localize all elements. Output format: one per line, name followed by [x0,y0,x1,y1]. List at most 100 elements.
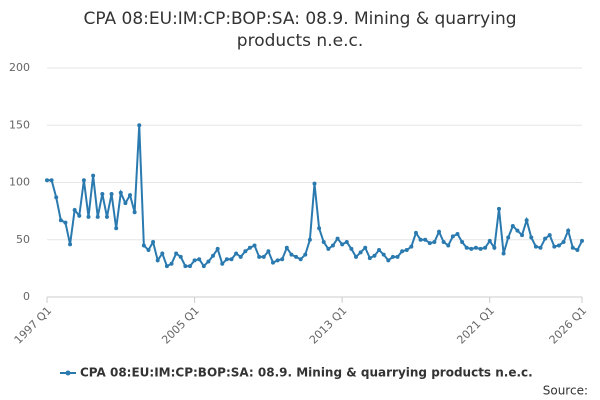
point [211,253,216,258]
point [446,243,451,248]
point [128,193,133,198]
point [45,178,49,183]
point [68,242,73,247]
point [261,254,266,259]
legend-marker [65,370,71,376]
point [524,218,529,223]
y-tick-label: 100 [9,176,30,189]
point [455,232,460,237]
point [280,257,285,262]
point [72,207,77,212]
point [529,235,534,240]
point [381,252,386,257]
point [247,245,252,250]
point [432,240,437,245]
point [496,206,501,211]
point [441,240,446,245]
point [423,237,428,242]
point [561,240,566,245]
point [257,254,262,259]
point [483,245,488,250]
point [363,245,368,250]
point [229,257,234,262]
point [487,238,492,243]
point [409,244,414,249]
y-tick-label: 0 [23,290,30,303]
point [54,195,59,200]
point [289,252,294,257]
point [358,250,363,255]
point [570,245,575,250]
point [169,261,174,266]
point [367,256,372,261]
point [580,238,584,243]
point [404,248,409,253]
point [270,260,275,265]
point [538,245,543,250]
point [312,181,317,186]
point [224,257,229,262]
point [104,214,109,219]
point [81,178,86,183]
point [123,201,128,206]
point [215,246,220,251]
point [86,214,91,219]
point [183,264,188,269]
point [460,240,465,245]
point [160,251,165,256]
point [187,264,192,269]
point [390,254,395,259]
point [141,243,146,248]
point [151,240,156,245]
point [418,237,423,242]
point [317,226,322,231]
point [506,235,511,240]
point [266,249,271,254]
point [174,251,179,256]
point [575,248,580,253]
point [354,254,359,259]
point [450,234,455,239]
point [552,244,557,249]
point [413,230,418,235]
x-tick-label: 2026 Q1 [547,304,590,347]
point [118,190,123,195]
point [427,241,432,246]
point [243,249,248,254]
point [77,213,82,218]
point [234,251,239,256]
point [58,218,63,223]
point [201,264,206,269]
legend-label: CPA 08:EU:IM:CP:BOP:SA: 08.9. Mining & q… [80,366,533,380]
point [501,251,506,256]
point [377,248,382,253]
chart-title: CPA 08:EU:IM:CP:BOP:SA: 08.9. Mining & q… [83,9,517,51]
point [473,245,478,250]
point [533,244,538,249]
point [164,264,169,269]
point [137,123,142,128]
point [492,245,497,250]
point [197,257,202,262]
point [469,246,474,251]
point [275,258,280,263]
x-tick-label: 1997 Q1 [12,304,55,347]
point [109,191,114,196]
point [520,233,525,238]
point [547,233,552,238]
point [566,228,571,233]
point [330,243,335,248]
point [100,191,105,196]
point [386,258,391,263]
point [303,252,308,257]
point [556,243,561,248]
point [515,228,520,233]
point [307,237,312,242]
y-tick-label: 150 [9,118,30,131]
point [340,242,345,247]
point [178,254,183,259]
point [294,254,299,259]
point [543,236,548,241]
source: Source: [543,384,588,398]
